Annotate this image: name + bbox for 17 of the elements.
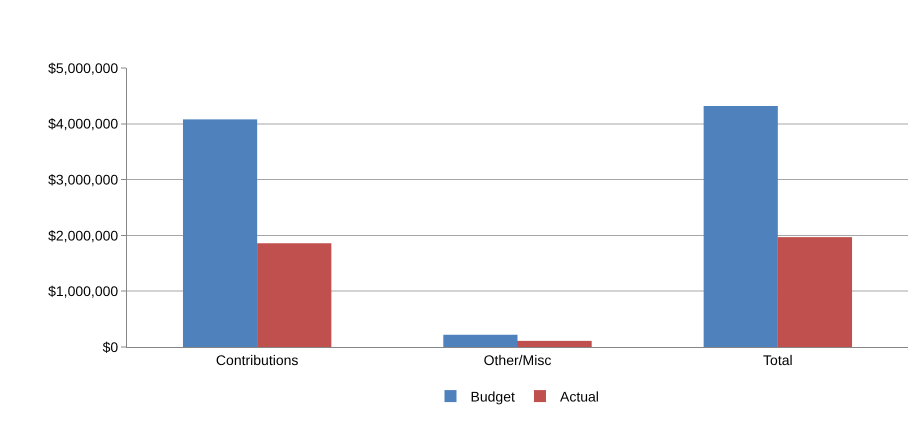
x-tick-label: Other/Misc: [484, 352, 552, 368]
y-tick-label: $4,000,000: [48, 116, 118, 132]
bar: [518, 340, 592, 347]
legend-label: Budget: [470, 388, 515, 405]
y-tick-label: $5,000,000: [48, 60, 118, 76]
legend-label: Actual: [560, 388, 599, 405]
bar: [182, 119, 258, 347]
x-tick-label: Contributions: [216, 352, 298, 368]
y-tick-label: $2,000,000: [48, 227, 118, 244]
bar: [257, 243, 332, 347]
x-tick-label: Total: [763, 352, 793, 368]
bar: [778, 237, 852, 347]
bar: [704, 106, 778, 347]
y-tick-label: $3,000,000: [48, 172, 118, 188]
y-tick-label: $0: [102, 338, 118, 355]
bar: [443, 334, 518, 347]
y-tick-label: $1,000,000: [48, 283, 118, 300]
